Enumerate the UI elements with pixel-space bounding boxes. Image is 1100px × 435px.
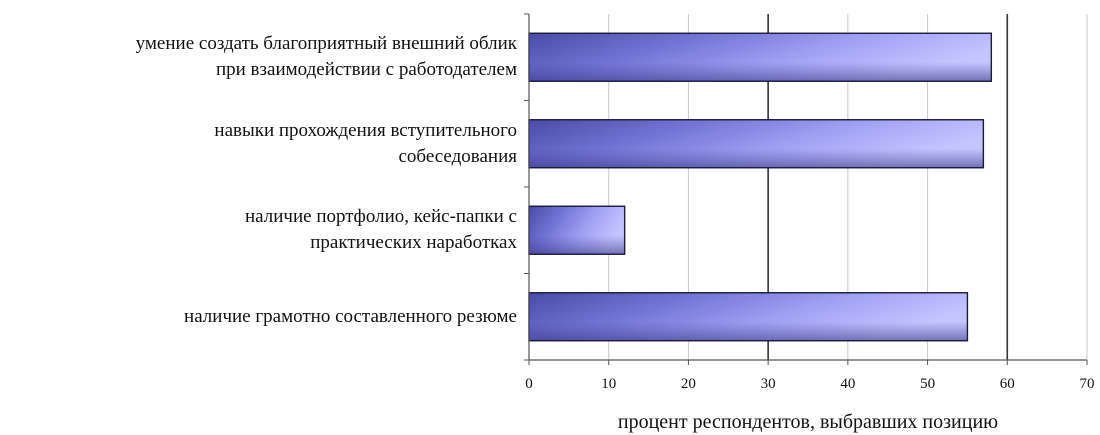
category-label: умение создать благоприятный внешний обл… [136,31,517,83]
category-label-line: наличие грамотно составленного резюме [184,305,517,327]
x-tick-label: 60 [1000,376,1015,392]
x-axis-title: процент респондентов, выбравших позицию [618,411,998,433]
x-tick-label: 40 [840,376,855,392]
bar [528,292,969,342]
category-label-line: наличие портфолио, кейс-папки с [245,206,517,228]
x-tick-label: 0 [525,376,533,392]
bar [528,119,985,169]
x-tick-label: 50 [920,376,935,392]
bar [528,205,626,255]
category-label-line: при взаимодействии с работодателем [215,59,517,81]
category-label: наличие грамотно составленного резюме [184,304,517,330]
category-label-line: собеседования [398,145,518,167]
x-tick-labels: 0 10 20 30 40 50 60 70 [525,376,1094,392]
category-label-line: практических наработках [310,232,517,254]
category-label-line: навыки прохождения вступительного [214,119,517,141]
x-tick-label: 10 [601,376,616,392]
bar-shade [529,119,984,168]
bar-shade [529,292,968,341]
x-tick-label: 20 [681,376,696,392]
axes [524,13,1088,365]
x-tick-label: 70 [1080,376,1095,392]
bars [528,32,993,342]
category-label: наличие портфолио, кейс-папки с практичес… [245,204,517,256]
bar [528,32,993,82]
bar-shade [529,206,625,255]
category-label-line: умение создать благоприятный внешний обл… [135,33,517,55]
bar-shade [529,33,992,82]
category-label: навыки прохождения вступительного собесед… [214,118,517,170]
x-tick-label: 30 [761,376,776,392]
